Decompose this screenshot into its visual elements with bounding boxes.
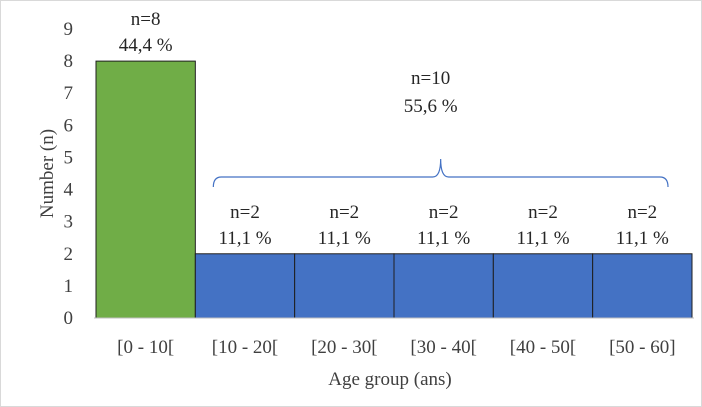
data-labels: n=8 44,4 % n=2 11,1 % n=2 11,1 % n=2 11,1 % n=2 1… <box>119 9 669 249</box>
y-tick-label: 5 <box>64 147 74 168</box>
y-tick-label: 7 <box>64 83 74 104</box>
y-axis-ticks: 0 1 2 3 4 5 6 7 8 9 <box>64 19 74 329</box>
y-axis-title: Number (n) <box>37 129 58 218</box>
x-tick-label: [30 - 40[ <box>410 337 476 358</box>
x-tick-label: [20 - 30[ <box>311 337 377 358</box>
x-axis-ticks: [0 - 10[ [10 - 20[ [20 - 30[ [30 - 40[ [40 -… <box>117 337 675 358</box>
y-tick-label: 9 <box>64 19 74 40</box>
group-bracket <box>212 158 669 188</box>
group-percent-label: 55,6 % <box>404 96 458 117</box>
bar <box>194 253 296 319</box>
x-tick-label: [40 - 50[ <box>510 337 576 358</box>
percent-label: 11,1 % <box>218 228 271 249</box>
count-label: n=2 <box>528 202 558 223</box>
y-tick-label: 8 <box>64 51 74 72</box>
x-tick-label: [50 - 60] <box>609 337 675 358</box>
count-label: n=2 <box>627 202 657 223</box>
x-axis-title: Age group (ans) <box>328 369 451 390</box>
count-label: n=2 <box>230 202 260 223</box>
bar <box>393 253 494 319</box>
group-annotation: n=10 55,6 % <box>212 68 669 188</box>
count-label: n=2 <box>329 202 359 223</box>
percent-label: 44,4 % <box>119 35 173 56</box>
percent-label: 11,1 % <box>516 228 569 249</box>
bar <box>492 253 594 319</box>
y-tick-label: 1 <box>64 276 74 297</box>
count-label: n=2 <box>429 202 459 223</box>
bar <box>294 253 395 319</box>
y-tick-label: 3 <box>64 212 74 233</box>
percent-label: 11,1 % <box>616 228 669 249</box>
x-tick-label: [0 - 10[ <box>117 337 174 358</box>
bar <box>592 253 693 319</box>
bars <box>95 60 693 319</box>
bar <box>95 60 196 319</box>
count-label: n=8 <box>131 9 161 30</box>
y-tick-label: 6 <box>64 115 74 136</box>
y-tick-label: 0 <box>64 308 74 329</box>
y-tick-label: 4 <box>64 180 74 201</box>
y-tick-label: 2 <box>64 244 74 265</box>
group-count-label: n=10 <box>411 68 450 89</box>
percent-label: 11,1 % <box>318 228 371 249</box>
x-tick-label: [10 - 20[ <box>212 337 278 358</box>
percent-label: 11,1 % <box>417 228 470 249</box>
